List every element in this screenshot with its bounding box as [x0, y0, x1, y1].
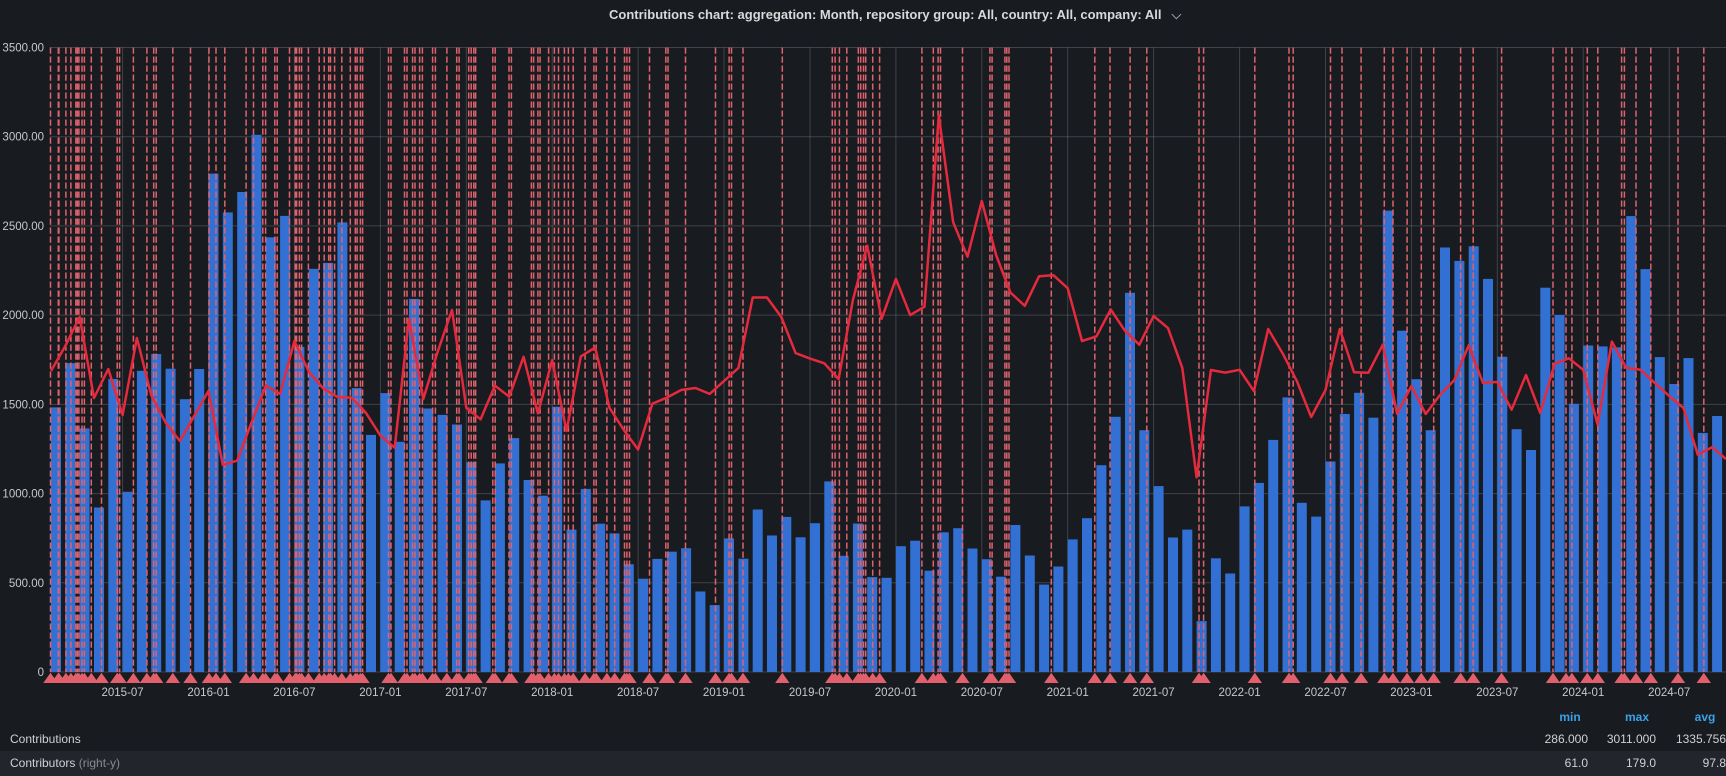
svg-text:500.00: 500.00	[9, 578, 44, 590]
svg-text:2024-07: 2024-07	[1648, 687, 1690, 699]
svg-text:2019-07: 2019-07	[789, 687, 831, 699]
svg-text:2015-07: 2015-07	[101, 687, 143, 699]
svg-text:1500.00: 1500.00	[2, 399, 44, 411]
svg-text:2018-07: 2018-07	[617, 687, 659, 699]
svg-text:2018-01: 2018-01	[531, 687, 573, 699]
svg-text:2016-01: 2016-01	[187, 687, 229, 699]
svg-text:2021-07: 2021-07	[1132, 687, 1174, 699]
svg-text:2017-07: 2017-07	[445, 687, 487, 699]
svg-text:2023-07: 2023-07	[1476, 687, 1518, 699]
svg-text:2016-07: 2016-07	[273, 687, 315, 699]
svg-text:2020-07: 2020-07	[961, 687, 1003, 699]
svg-text:0: 0	[38, 667, 44, 679]
svg-text:2023-01: 2023-01	[1390, 687, 1432, 699]
svg-text:1000.00: 1000.00	[2, 489, 44, 501]
svg-text:2022-01: 2022-01	[1218, 687, 1260, 699]
svg-text:2022-07: 2022-07	[1304, 687, 1346, 699]
svg-text:2017-01: 2017-01	[359, 687, 401, 699]
svg-text:3500.00: 3500.00	[2, 43, 44, 55]
svg-text:2024-01: 2024-01	[1562, 687, 1604, 699]
svg-text:2020-01: 2020-01	[875, 687, 917, 699]
svg-text:2500.00: 2500.00	[2, 221, 44, 233]
svg-text:2021-01: 2021-01	[1047, 687, 1089, 699]
svg-text:2000.00: 2000.00	[2, 310, 44, 322]
svg-text:3000.00: 3000.00	[2, 132, 44, 144]
svg-text:2019-01: 2019-01	[703, 687, 745, 699]
